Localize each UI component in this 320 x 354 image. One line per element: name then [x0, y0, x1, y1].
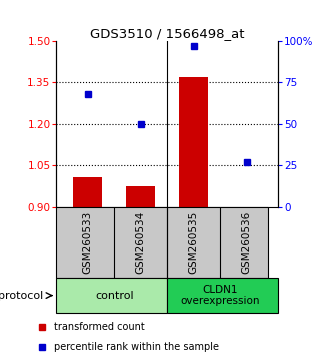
Text: GSM260534: GSM260534 — [136, 211, 146, 274]
Bar — [73, 177, 102, 207]
Bar — [56, 278, 167, 313]
Title: GDS3510 / 1566498_at: GDS3510 / 1566498_at — [90, 27, 244, 40]
Text: GSM260536: GSM260536 — [242, 211, 252, 274]
Text: control: control — [95, 291, 133, 301]
Bar — [179, 77, 208, 207]
Text: CLDN1
overexpression: CLDN1 overexpression — [180, 285, 260, 307]
Text: GSM260533: GSM260533 — [83, 211, 93, 274]
Text: percentile rank within the sample: percentile rank within the sample — [54, 342, 220, 352]
Text: transformed count: transformed count — [54, 322, 145, 332]
Bar — [167, 278, 278, 313]
Bar — [126, 186, 155, 207]
Text: GSM260535: GSM260535 — [189, 211, 199, 274]
Text: protocol: protocol — [0, 291, 43, 301]
